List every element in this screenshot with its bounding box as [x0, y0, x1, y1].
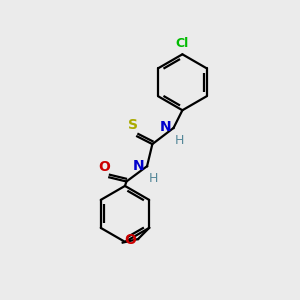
Text: H: H: [149, 172, 158, 185]
Text: O: O: [99, 160, 111, 174]
Text: H: H: [175, 134, 184, 147]
Text: O: O: [125, 233, 136, 247]
Text: Cl: Cl: [176, 37, 189, 50]
Text: N: N: [133, 159, 145, 172]
Text: N: N: [160, 120, 171, 134]
Text: S: S: [128, 118, 138, 132]
